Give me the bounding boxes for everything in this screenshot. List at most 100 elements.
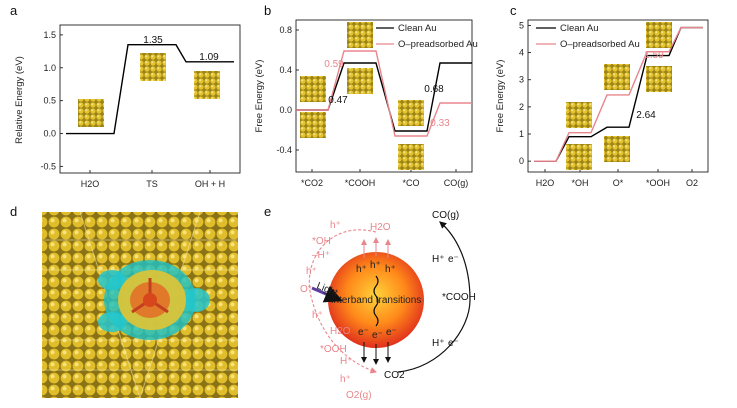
species-h2o: H2O [370,222,391,233]
panel-b-series-1 [296,50,472,137]
panel-b-xtick-label: *COOH [345,178,376,188]
panel-c-xtick-label: *OH [571,178,588,188]
interband-label: Interband transitions [331,295,422,306]
panel-a-structure-oh-h [194,71,220,99]
panel-b-annotation-black_step3: 0.68 [424,84,444,95]
panel-c-structure-oh-o [566,102,592,128]
panel-b-structure-co2-o [300,112,326,138]
panel-b-legend: Clean Au O–preadsorbed Au [376,23,478,50]
panel-c-legend-opre: O–preadsorbed Au [560,39,640,50]
panel-b-legend-clean: Clean Au [398,23,437,34]
panel-c-annotation-pink_step3: 1.59 [644,50,664,61]
species-ooh: *OOH [320,344,347,355]
panel-b-annotation-pink_step3: 0.33 [430,118,450,129]
panel-a-series-0 [66,44,234,135]
panel-c-structure-ooh-o [646,22,672,48]
panel-label-d: d [10,204,17,219]
panel-b-legend-opre: O–preadsorbed Au [398,39,478,50]
oer-tag-3: h⁺ [306,266,317,277]
oer-tag-1: h⁺ [330,220,341,231]
panel-b-ytick-label: -0.4 [276,145,292,155]
panel-b-annotation-pink_step1: 0.59 [324,59,344,70]
oer-cycle-arrow [308,229,378,374]
electron-2: e⁻ [372,330,383,341]
panel-a-structure-h2o [78,99,104,127]
panel-c-series-0 [534,26,703,162]
panel-a-structure-ts [140,53,166,81]
panel-b-structure-co [398,144,424,170]
hole-3: h⁺ [385,264,396,275]
panel-c-ytick-label: 2 [519,102,524,112]
panel-a-ytick-label: 0.0 [43,129,56,139]
hole-2: h⁺ [370,260,381,271]
excitation-wave [373,275,379,327]
panel-b-ytick-label: 0.0 [279,105,292,115]
panel-b-ytick-label: 0.8 [279,25,292,35]
panel-b-frame [295,19,473,173]
panel-label-c: c [510,3,517,18]
panel-b-xtick-label: *CO [402,178,419,188]
panel-b-structure-cooh [347,68,373,94]
charge-density-lobes [98,260,210,340]
panel-c-ytick-label: 5 [519,20,524,30]
panel-a-ytick-label: 1.5 [43,30,56,40]
panel-c-ytick-label: 1 [519,129,524,139]
au-nanoparticle [328,252,424,348]
panel-label-b: b [264,3,271,18]
panel-c-structure-o [604,136,630,162]
panel-b-structure-co-o [398,100,424,126]
panel-c-annotation-black_step3: 2.64 [636,110,656,121]
panel-c-structure-ooh [646,66,672,92]
panel-e-mechanism-diagram: Interband transitions h⁺ h⁺ h⁺ e⁻ e⁻ e⁻ … [300,210,476,401]
panel-b-structure-cooh-o [347,22,373,48]
panel-b-xtick-label: CO(g) [444,178,469,188]
panel-c-structure-oh [566,144,592,170]
hole-1: h⁺ [356,264,367,275]
panel-label-e: e [264,204,271,219]
panel-b-ytick-label: 0.4 [279,65,292,75]
panel-a-xtick-label: TS [146,179,158,189]
species-co: CO(g) [432,210,459,221]
co2rr-tag-4: e⁻ [448,254,459,265]
panel-c-xtick-label: O2 [686,178,698,188]
panel-d-charge-density-image [42,211,238,399]
panel-a-ytick-label: 1.0 [43,63,56,73]
electron-arrows [361,342,391,365]
panel-label-a: a [10,3,18,18]
panel-b-ylabel: Free Energy (eV) [254,60,265,133]
panel-c-ytick-label: 0 [519,156,524,166]
species-co2: CO2 [384,370,405,381]
panel-c-xtick-label: H2O [536,178,555,188]
panel-c-ytick-label: 4 [519,48,524,58]
panel-a-frame [59,24,241,174]
panel-a-annotation: 1.09 [199,52,219,63]
light-arrow [311,285,343,303]
species-o2: O2(g) [346,390,372,401]
co2rr-tag-3: H⁺ [432,254,445,265]
panel-c-chart: Free Energy (eV) 0 1 2 3 4 5 H2O *OH O* *OOH O2 2… [495,19,709,188]
panel-a-ytick-label: 0.5 [43,96,56,106]
co2rr-tag-1: H⁺ [432,338,445,349]
panel-c-structure-o-o [604,64,630,90]
co2rr-cycle-arrow [397,221,471,373]
panel-c-legend-clean: Clean Au [560,23,599,34]
oer-tag-2: –H⁺ [312,250,330,261]
panel-b-xtick-label: *CO2 [301,178,323,188]
panel-c-legend: Clean Au O–preadsorbed Au [536,23,640,50]
oer-tag-5: H2O [330,326,351,337]
co2rr-tag-2: e⁻ [448,338,459,349]
electron-1: e⁻ [358,327,369,338]
panel-b-annotation-black_step1: 0.47 [328,95,348,106]
panel-a-xtick-label: H2O [81,179,100,189]
oer-tag-6: H⁺ [340,356,353,367]
species-oh: *OH [312,236,331,247]
oer-tag-4: h⁺ [312,310,323,321]
panel-c-ylabel: Free Energy (eV) [495,60,506,133]
panel-a-ylabel: Relative Energy (eV) [14,56,25,144]
panel-a-ytick-label: -0.5 [40,161,56,171]
panel-c-series-1 [534,26,703,162]
electron-3: e⁻ [386,327,397,338]
panel-a-chart: Relative Energy (eV) -0.5 0.0 0.5 1.0 1.5 H2… [14,24,241,189]
panel-b-structure-co2 [300,76,326,102]
